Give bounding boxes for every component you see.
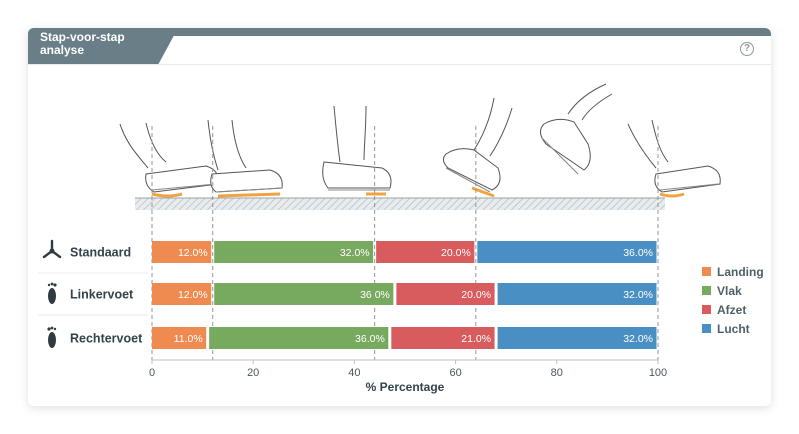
legend-label: Vlak (717, 284, 742, 298)
legend-label: Landing (717, 265, 764, 279)
shoe-airborne-icon (540, 83, 613, 175)
tripod-legs (42, 239, 62, 259)
x-tick-label: 40 (348, 367, 360, 379)
left-foot-icon (47, 282, 57, 304)
bar-segment-lucht (497, 327, 657, 349)
bar-segment-landing (152, 283, 212, 305)
bar-value-label: 36.0% (623, 247, 653, 259)
bar-segment-afzet (376, 241, 475, 263)
bar-segment-lucht (477, 241, 657, 263)
card-title: Stap-voor-stap analyse (40, 30, 125, 57)
row-label: Standaard (70, 246, 131, 260)
bar-value-label: 32.0% (340, 247, 370, 259)
foot-sole (48, 332, 56, 348)
x-axis-title: % Percentage (366, 380, 445, 394)
card-top-bar (28, 28, 771, 36)
step-analysis-card: Stap-voor-stap analyse ? (28, 28, 771, 406)
foot-sole (48, 288, 56, 304)
x-axis: 0 20 40 60 80 100 % Percentage (149, 359, 667, 394)
toe (47, 283, 51, 287)
bar-value-label: 36 0% (360, 289, 390, 301)
stacked-bar-chart: Standaard 12.0% 32.0% 20.0% 36.0% Linkervoet 1… (38, 83, 764, 394)
bar-segment-vlak (209, 327, 389, 349)
gait-illustration (119, 83, 721, 210)
legend-swatch-afzet (702, 305, 711, 314)
bar-rows: Standaard 12.0% 32.0% 20.0% 36.0% Linkervoet 1… (38, 239, 657, 349)
right-foot-icon (47, 326, 57, 348)
row-label: Rechtervoet (70, 332, 143, 346)
x-tick-label: 60 (449, 367, 461, 379)
bar-segment-landing (152, 241, 212, 263)
x-tick-label: 20 (247, 367, 259, 379)
ground-hatch (135, 198, 665, 210)
bar-segment-landing (152, 327, 207, 349)
bar-segment-vlak (214, 283, 394, 305)
legend: Landing Vlak Afzet Lucht (702, 265, 764, 336)
legend-swatch-landing (702, 267, 711, 276)
toe (53, 327, 57, 331)
shoe-landing-icon (119, 122, 219, 198)
shoe-flat-1-icon (207, 119, 283, 198)
legend-label: Lucht (717, 322, 750, 336)
toe (53, 283, 57, 287)
bar-value-label: 21.0% (461, 333, 491, 345)
row-label: Linkervoet (70, 288, 134, 302)
bar-value-label: 36.0% (355, 333, 385, 345)
title-tab: Stap-voor-stap analyse (28, 28, 178, 64)
toe (50, 282, 54, 286)
bar-value-label: 12.0% (178, 289, 208, 301)
bar-segment-afzet (391, 327, 495, 349)
toe (50, 326, 54, 330)
shoe-pushoff-icon (442, 97, 513, 198)
bar-segment-afzet (396, 283, 495, 305)
bar-value-label: 32.0% (623, 289, 653, 301)
header-divider (28, 64, 771, 65)
legend-swatch-vlak (702, 286, 711, 295)
bar-segment-vlak (214, 241, 374, 263)
bar-value-label: 32.0% (623, 333, 653, 345)
x-tick-label: 0 (149, 367, 155, 379)
shoe-landing-2-icon (627, 119, 721, 198)
bar-value-label: 20.0% (441, 247, 471, 259)
bar-value-label: 11.0% (174, 333, 203, 345)
x-tick-label: 80 (551, 367, 563, 379)
x-tick-label: 100 (649, 367, 667, 379)
bar-segment-lucht (497, 283, 657, 305)
shoe-flat-2-icon (322, 105, 392, 196)
bar-value-label: 20.0% (461, 289, 491, 301)
question-circle-icon[interactable]: ? (740, 42, 754, 56)
toe (47, 327, 51, 331)
legend-swatch-lucht (702, 324, 711, 333)
legend-label: Afzet (717, 303, 746, 317)
bar-value-label: 12.0% (178, 247, 208, 259)
tripod-icon (42, 239, 62, 259)
phase-marker-lines (151, 126, 659, 360)
